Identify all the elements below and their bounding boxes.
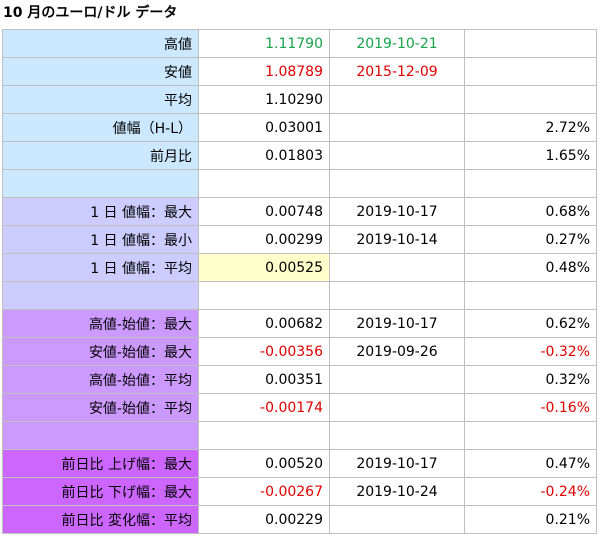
row-label: 前日比 上げ幅：最大 [2, 449, 199, 478]
row-label: 値幅（H-L） [2, 113, 199, 142]
row-date: 2015-12-09 [329, 57, 465, 86]
row-value [198, 421, 330, 450]
row-value [198, 281, 330, 310]
row-percent: 0.48% [464, 253, 597, 282]
row-value: 0.00748 [198, 197, 330, 226]
row-percent: 0.62% [464, 309, 597, 338]
row-value-highlighted: 0.00525 [198, 253, 330, 282]
row-percent: 2.72% [464, 113, 597, 142]
row-date [329, 85, 465, 114]
row-percent: -0.24% [464, 477, 597, 506]
table-row: 前日比 上げ幅：最大 0.00520 2019-10-17 0.47% [2, 449, 597, 478]
row-label [2, 281, 199, 310]
row-value: -0.00356 [198, 337, 330, 366]
table-row: 前日比 変化幅：平均 0.00229 0.21% [2, 505, 597, 534]
table-row: 安値-始値：最大 -0.00356 2019-09-26 -0.32% [2, 337, 597, 366]
row-date: 2019-10-17 [329, 449, 465, 478]
row-label: 高値 [2, 29, 199, 58]
row-percent: 1.65% [464, 141, 597, 170]
row-date: 2019-09-26 [329, 337, 465, 366]
table-row: 安値 1.08789 2015-12-09 [2, 57, 597, 86]
row-date [329, 169, 465, 198]
row-date: 2019-10-17 [329, 309, 465, 338]
row-percent [464, 29, 597, 58]
row-value [198, 169, 330, 198]
row-percent: 0.21% [464, 505, 597, 534]
row-date: 2019-10-24 [329, 477, 465, 506]
table-row: 1 日 値幅：平均 0.00525 0.48% [2, 253, 597, 282]
row-percent: 0.68% [464, 197, 597, 226]
table-row: 前月比 0.01803 1.65% [2, 141, 597, 170]
data-table: 高値 1.11790 2019-10-21 安値 1.08789 2015-12… [2, 29, 597, 534]
row-label: 1 日 値幅：平均 [2, 253, 199, 282]
table-row: 安値-始値：平均 -0.00174 -0.16% [2, 393, 597, 422]
row-date [329, 113, 465, 142]
row-percent [464, 85, 597, 114]
table-row: 高値-始値：最大 0.00682 2019-10-17 0.62% [2, 309, 597, 338]
table-row: 高値-始値：平均 0.00351 0.32% [2, 365, 597, 394]
row-percent: 0.32% [464, 365, 597, 394]
row-label: 安値-始値：平均 [2, 393, 199, 422]
row-percent: -0.16% [464, 393, 597, 422]
row-label: 前月比 [2, 141, 199, 170]
row-percent: 0.47% [464, 449, 597, 478]
row-value: -0.00174 [198, 393, 330, 422]
row-value: 0.00682 [198, 309, 330, 338]
table-row: 1 日 値幅：最大 0.00748 2019-10-17 0.68% [2, 197, 597, 226]
table-row-spacer [2, 169, 597, 198]
table-row: 1 日 値幅：最小 0.00299 2019-10-14 0.27% [2, 225, 597, 254]
row-date [329, 393, 465, 422]
row-label: 前日比 下げ幅：最大 [2, 477, 199, 506]
row-date [329, 421, 465, 450]
page-title: 10 月のユーロ/ドル データ [3, 5, 178, 21]
row-date: 2019-10-17 [329, 197, 465, 226]
row-value: 0.01803 [198, 141, 330, 170]
row-value: 1.08789 [198, 57, 330, 86]
row-percent: 0.27% [464, 225, 597, 254]
row-label [2, 421, 199, 450]
table-row: 値幅（H-L） 0.03001 2.72% [2, 113, 597, 142]
row-label: 高値-始値：最大 [2, 309, 199, 338]
row-percent [464, 421, 597, 450]
row-date [329, 365, 465, 394]
row-date: 2019-10-21 [329, 29, 465, 58]
table-row: 前日比 下げ幅：最大 -0.00267 2019-10-24 -0.24% [2, 477, 597, 506]
row-value: -0.00267 [198, 477, 330, 506]
row-date [329, 141, 465, 170]
row-percent [464, 57, 597, 86]
row-value: 0.00520 [198, 449, 330, 478]
table-row-spacer [2, 421, 597, 450]
row-label: 1 日 値幅：最小 [2, 225, 199, 254]
row-label: 安値 [2, 57, 199, 86]
row-date [329, 253, 465, 282]
row-value: 1.10290 [198, 85, 330, 114]
row-label [2, 169, 199, 198]
row-value: 1.11790 [198, 29, 330, 58]
row-value: 0.00299 [198, 225, 330, 254]
row-label: 前日比 変化幅：平均 [2, 505, 199, 534]
row-percent: -0.32% [464, 337, 597, 366]
row-value: 0.00229 [198, 505, 330, 534]
row-label: 平均 [2, 85, 199, 114]
row-percent [464, 281, 597, 310]
row-label: 高値-始値：平均 [2, 365, 199, 394]
table-row: 平均 1.10290 [2, 85, 597, 114]
row-date [329, 505, 465, 534]
row-value: 0.03001 [198, 113, 330, 142]
row-percent [464, 169, 597, 198]
table-row: 高値 1.11790 2019-10-21 [2, 29, 597, 58]
row-label: 1 日 値幅：最大 [2, 197, 199, 226]
table-row-spacer [2, 281, 597, 310]
row-label: 安値-始値：最大 [2, 337, 199, 366]
row-value: 0.00351 [198, 365, 330, 394]
row-date [329, 281, 465, 310]
row-date: 2019-10-14 [329, 225, 465, 254]
